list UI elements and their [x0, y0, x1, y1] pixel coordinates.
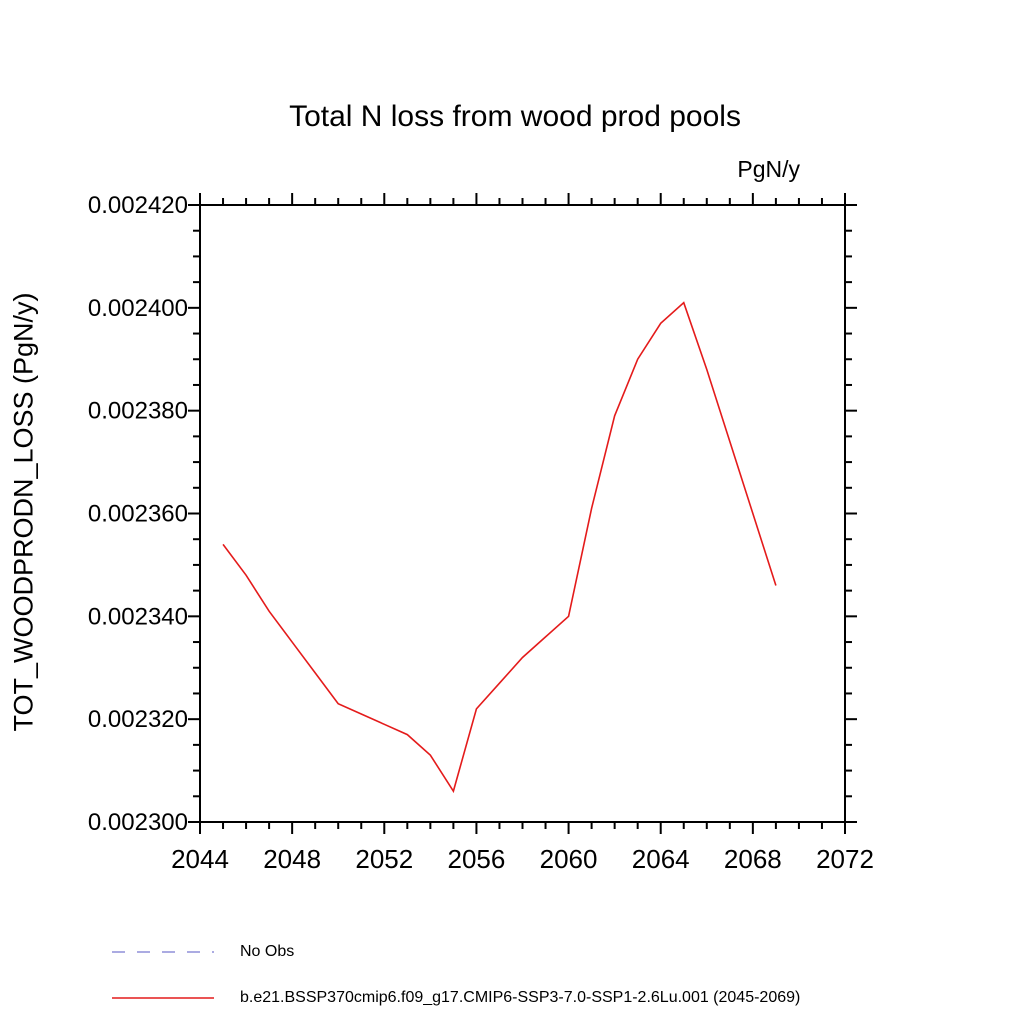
y-tick-label: 0.002340 [88, 603, 188, 630]
y-tick-label: 0.002380 [88, 398, 188, 425]
y-tick-label: 0.002300 [88, 809, 188, 836]
y-tick-label: 0.002320 [88, 706, 188, 733]
legend-label-no-obs: No Obs [240, 943, 295, 960]
x-tick-label: 2064 [632, 844, 690, 874]
series-solid-line-icon [112, 997, 214, 999]
unit-label: PgN/y [737, 156, 800, 182]
x-tick-label: 2072 [816, 844, 874, 874]
x-tick-label: 2044 [171, 844, 229, 874]
y-tick-label: 0.002400 [88, 295, 188, 322]
x-tick-label: 2052 [355, 844, 413, 874]
x-tick-label: 2056 [448, 844, 506, 874]
y-tick-label: 0.002420 [88, 192, 188, 219]
x-tick-label: 2068 [724, 844, 782, 874]
legend: No Obs b.e21.BSSP370cmip6.f09_g17.CMIP6-… [110, 940, 990, 1024]
y-tick-label: 0.002360 [88, 501, 188, 528]
x-tick-label: 2048 [263, 844, 321, 874]
chart-title: Total N loss from wood prod pools [289, 100, 741, 133]
data-series-line [222, 301, 777, 794]
x-tick-label: 2060 [540, 844, 598, 874]
no-obs-dashed-line-icon [112, 951, 214, 953]
legend-item-no-obs: No Obs [110, 940, 990, 964]
legend-item-series: b.e21.BSSP370cmip6.f09_g17.CMIP6-SSP3-7.… [110, 986, 990, 1010]
plot-frame [199, 204, 846, 823]
legend-label-series: b.e21.BSSP370cmip6.f09_g17.CMIP6-SSP3-7.… [240, 989, 801, 1006]
